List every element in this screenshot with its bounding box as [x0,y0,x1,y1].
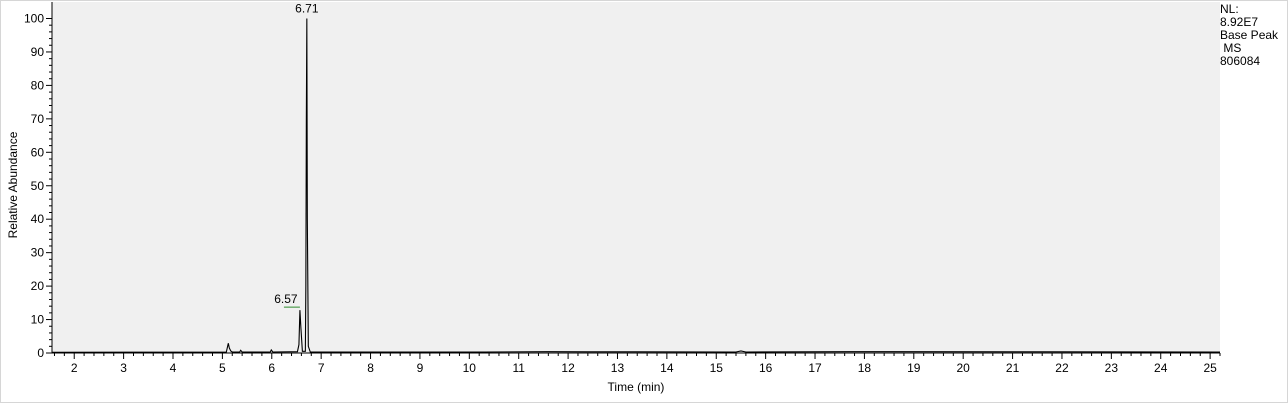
x-tick-label: 18 [858,361,872,375]
x-tick-label: 15 [710,361,724,375]
sample-id: 806084 [1220,55,1278,68]
x-tick-label: 17 [808,361,822,375]
y-tick-label: 0 [37,346,44,360]
peak-label: 6.57 [274,292,298,306]
x-tick-label: 8 [367,361,374,375]
x-tick-label: 25 [1203,361,1217,375]
x-tick-label: 10 [463,361,477,375]
x-tick-label: 19 [907,361,921,375]
x-tick-label: 11 [512,361,525,375]
x-tick-label: 22 [1055,361,1069,375]
y-tick-label: 20 [31,279,45,293]
x-tick-label: 24 [1154,361,1168,375]
x-tick-label: 5 [219,361,226,375]
x-tick-label: 6 [268,361,275,375]
y-tick-label: 30 [31,246,45,260]
peak-label: 6.71 [295,2,319,16]
x-tick-label: 20 [957,361,971,375]
y-tick-label: 80 [31,78,45,92]
x-tick-label: 12 [561,361,575,375]
x-tick-label: 23 [1105,361,1119,375]
y-tick-label: 40 [31,212,45,226]
x-tick-label: 16 [759,361,773,375]
y-tick-label: 90 [31,45,45,59]
x-tick-label: 3 [120,361,127,375]
y-axis-title: Relative Abundance [6,131,20,238]
x-tick-label: 4 [170,361,177,375]
x-tick-label: 13 [611,361,625,375]
x-axis-title: Time (min) [608,380,665,394]
x-tick-label: 2 [71,361,78,375]
plot-area [52,2,1220,353]
x-tick-label: 9 [417,361,424,375]
x-tick-label: 14 [660,361,674,375]
x-tick-label: 7 [318,361,325,375]
y-tick-label: 100 [24,12,44,26]
x-tick-label: 21 [1006,361,1020,375]
normalization-info: NL: 8.92E7 Base Peak MS 806084 [1220,3,1278,68]
y-tick-label: 60 [31,145,45,159]
y-tick-label: 50 [31,179,45,193]
y-tick-label: 70 [31,112,45,126]
y-tick-label: 10 [31,313,45,327]
